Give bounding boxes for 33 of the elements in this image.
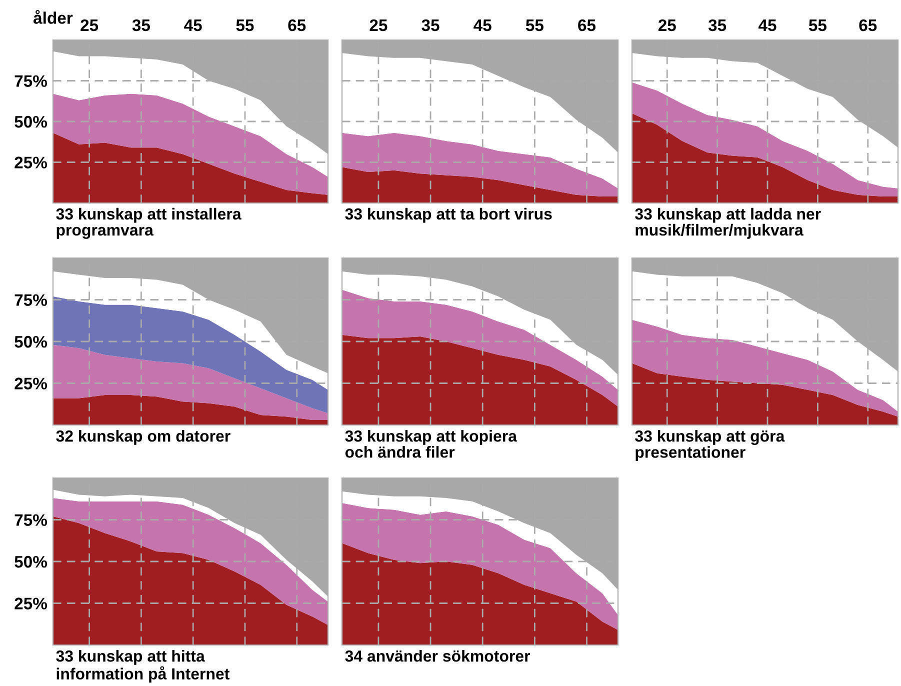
x-tick-label: 55 [236, 20, 254, 32]
x-tick-label: 45 [474, 20, 492, 32]
x-tick-label: 65 [578, 19, 596, 32]
x-tick-label: 25 [658, 19, 676, 32]
x-tick-label: 35 [708, 19, 726, 32]
text: 33 kunskap att installera programvara [56, 208, 242, 239]
y-tick-label: 25% [14, 156, 48, 168]
y-tick-label: 50% [14, 116, 48, 128]
text: 34 använder sökmotorer [345, 650, 530, 662]
x-tick-label: 55 [808, 20, 827, 32]
x-tick-label: 45 [184, 20, 202, 32]
y-tick-label: 25% [14, 598, 48, 610]
y-tick-label: 75% [14, 294, 48, 306]
x-tick-label: 55 [526, 20, 544, 32]
text: 33 kunskap att kopiera och ändra filer [345, 430, 518, 458]
x-tick-label: 35 [132, 19, 150, 32]
text: 33 kunskap att hitta information på Internet [56, 650, 230, 683]
x-tick-label: 25 [370, 19, 388, 32]
x-tick-label: 25 [80, 19, 98, 32]
y-tick-label: 75% [14, 75, 48, 87]
text: 33 kunskap att ta bort virus [345, 208, 552, 223]
x-tick-label: 65 [859, 19, 877, 32]
y-tick-label: 25% [14, 378, 48, 390]
y-tick-label: 50% [14, 336, 48, 348]
text: 33 kunskap att göra presentationer [635, 430, 785, 462]
x-tick-label: 65 [288, 19, 306, 32]
y-tick-label: 50% [14, 556, 48, 568]
x-tick-label: 45 [758, 20, 776, 32]
y-tick-label: 75% [14, 514, 48, 526]
text: 32 kunskap om datorer [56, 430, 230, 445]
x-tick-label: 35 [422, 19, 440, 32]
text: 33 kunskap att ladda ner musik/filmer/mjukvara [635, 208, 821, 239]
x-axis-title: ålder [34, 10, 73, 24]
